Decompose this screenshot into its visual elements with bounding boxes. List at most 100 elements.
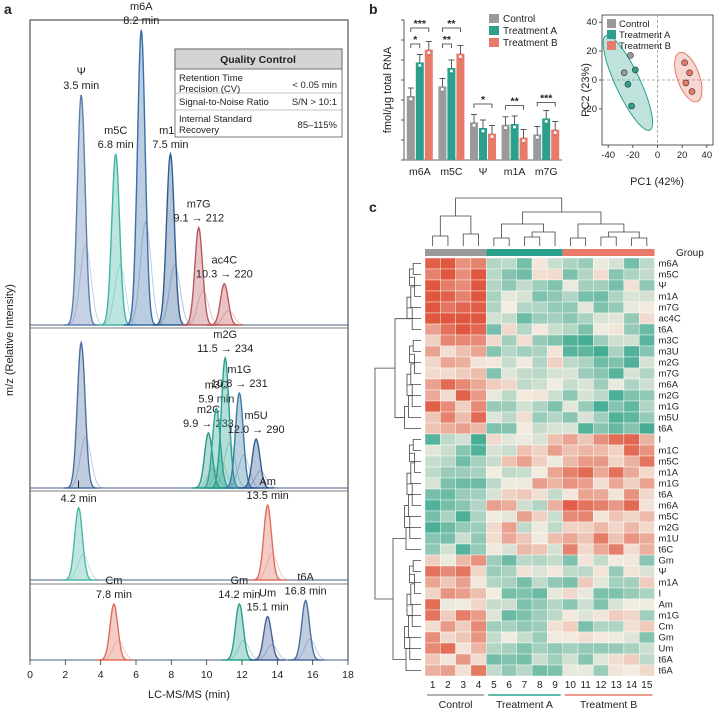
heatmap-column-label: 8 <box>537 680 543 691</box>
heatmap-cell <box>516 334 533 347</box>
heatmap-column-label: 15 <box>641 680 653 691</box>
peak-name-label: m6A <box>130 1 153 13</box>
heatmap-cell <box>639 642 655 655</box>
pca-point <box>681 59 688 66</box>
pca-point <box>620 69 628 77</box>
heatmap-cell <box>547 477 563 490</box>
heatmap-row-label: Um <box>659 644 674 655</box>
heatmap-cell <box>531 279 548 292</box>
heatmap-cell <box>440 345 456 358</box>
column-dendrogram <box>462 233 479 246</box>
heatmap-cell <box>639 400 655 413</box>
heatmap-cell <box>440 422 456 435</box>
heatmap-cell <box>455 499 472 512</box>
heatmap-cell <box>562 598 579 611</box>
group-name-label: Control <box>439 699 473 711</box>
heatmap-cell <box>440 301 456 314</box>
heatmap-cell <box>486 664 502 677</box>
heatmap-cell <box>424 400 441 413</box>
qc-row-value: < 0.05 min <box>292 80 337 91</box>
heatmap-cell <box>440 334 456 347</box>
heatmap-cell <box>516 554 533 567</box>
heatmap-cell <box>440 433 456 446</box>
peak-name-label: m2C <box>197 404 220 416</box>
heatmap-cell <box>455 587 472 600</box>
data-point <box>457 54 463 60</box>
heatmap-cell <box>623 576 640 589</box>
heatmap-cell <box>501 290 518 303</box>
heatmap-cell <box>455 664 472 677</box>
heatmap-cell <box>455 257 472 270</box>
chromatogram-peak <box>152 151 189 326</box>
heatmap-cell <box>623 411 640 424</box>
heatmap-cell <box>593 488 609 501</box>
x-tick-label: 18 <box>342 669 354 681</box>
column-dendrogram <box>392 538 406 660</box>
heatmap-cell <box>501 433 518 446</box>
heatmap-cell <box>593 653 609 666</box>
heatmap-cell <box>562 653 579 666</box>
heatmap-cell <box>424 554 441 567</box>
heatmap-cell <box>562 290 579 303</box>
heatmap-panel: m6Am5CΨm1Am7Gac4Ct6Am3Cm3Um2Gm7Gm6Am2Gm1… <box>374 197 704 711</box>
heatmap-column-label: 9 <box>552 680 558 691</box>
bar <box>542 118 551 160</box>
heatmap-cell <box>470 521 487 534</box>
heatmap-cell <box>455 653 472 666</box>
heatmap-cell <box>470 532 487 545</box>
heatmap-row-label: m7G <box>659 369 680 380</box>
heatmap-cell <box>486 323 502 336</box>
heatmap-cell <box>424 345 441 358</box>
heatmap-column-label: 7 <box>522 680 528 691</box>
heatmap-cell <box>501 543 518 556</box>
bar <box>510 124 519 160</box>
heatmap-cell <box>531 521 548 534</box>
heatmap-cell <box>562 510 579 523</box>
heatmap-cell <box>440 521 456 534</box>
pca-point <box>686 69 693 77</box>
heatmap-cell <box>424 576 441 589</box>
bar-category-label: Ψ <box>479 166 488 178</box>
legend-swatch <box>607 41 616 50</box>
heatmap-cell <box>623 631 640 644</box>
heatmap-cell <box>639 554 655 567</box>
heatmap-cell <box>608 510 625 523</box>
heatmap-column-label: 13 <box>611 680 623 691</box>
heatmap-cell <box>486 532 502 545</box>
panel-letter-b: b <box>369 1 378 17</box>
significance-label: ** <box>443 34 452 46</box>
heatmap-cell <box>424 367 441 380</box>
heatmap-cell <box>486 653 502 666</box>
heatmap-cell <box>486 587 502 600</box>
data-point <box>417 62 423 68</box>
heatmap-cell <box>639 499 655 512</box>
heatmap-cell <box>486 334 502 347</box>
heatmap-cell <box>531 565 548 578</box>
significance-label: *** <box>414 18 427 30</box>
heatmap-cell <box>547 587 563 600</box>
heatmap-cell <box>547 631 563 644</box>
heatmap-cell <box>516 653 533 666</box>
pca-point <box>688 88 696 95</box>
heatmap-cell <box>608 367 625 380</box>
column-group-bar <box>562 249 655 256</box>
heatmap-cell <box>516 565 533 578</box>
bar-category-label: m5C <box>440 166 463 178</box>
heatmap-cell <box>562 279 579 292</box>
heatmap-cell <box>455 312 472 325</box>
heatmap-cell <box>455 433 472 446</box>
peak-name-label: m1G <box>227 364 251 376</box>
heatmap-cell <box>562 587 579 600</box>
heatmap-row-label: m5C <box>659 512 679 523</box>
heatmap-cell <box>547 653 563 666</box>
heatmap-cell <box>455 422 472 435</box>
heatmap-cell <box>516 598 533 611</box>
heatmap-cell <box>547 565 563 578</box>
peak-time-label: 13.5 min <box>247 490 289 502</box>
heatmap-cell <box>424 389 441 402</box>
heatmap-cell <box>470 598 487 611</box>
heatmap-cell <box>639 521 655 534</box>
significance-label: ** <box>511 96 520 108</box>
heatmap-cell <box>608 334 625 347</box>
